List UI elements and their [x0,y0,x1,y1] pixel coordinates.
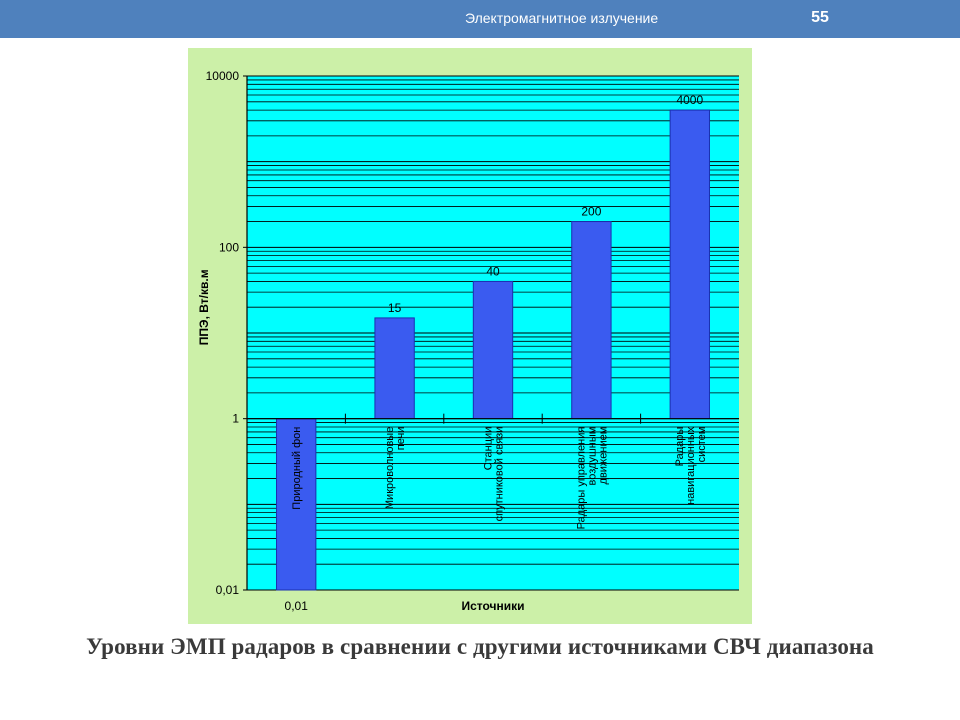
data-label: 200 [581,205,601,219]
bar [669,109,710,420]
labels: 0,01 1 100 10000 0,01 15 40 200 4000 Природный фо… [197,69,708,613]
slide-page-number: 55 [811,9,829,26]
category-label: Станции [483,427,495,471]
category-label: Микроволновые [384,427,396,509]
x-axis-title: Источники [461,599,524,613]
slide-caption: Уровни ЭМП радаров в сравнении с другими… [86,634,874,659]
category-label: Радары управления [575,427,587,530]
data-label: 0,01 [285,599,309,613]
y-tick-label: 10000 [206,69,240,83]
data-label: 4000 [676,93,703,107]
category-label: печи [395,427,407,451]
bar [571,221,612,420]
category-label: спутниковой связи [494,427,506,522]
bar [276,418,317,591]
chart-container: 0,01 1 100 10000 0,01 15 40 200 4000 Природный фо… [188,48,752,624]
category-label: движением [597,427,609,485]
y-axis-title: ППЭ, Вт/кв.м [197,269,211,345]
y-tick-label: 100 [219,240,239,254]
slide-title: Электромагнитное излучение [465,10,659,26]
y-tick-label: 1 [232,412,239,426]
axes [243,75,739,591]
category-label: воздушным [586,427,598,486]
bar [374,317,415,420]
category-label: систем [696,427,708,463]
slide-header: Электромагнитное излучение 55 [0,0,960,38]
data-label: 40 [486,264,500,278]
chart-svg: 0,01 1 100 10000 0,01 15 40 200 4000 Природный фо… [188,48,752,624]
category-label: Природный фон [291,427,303,510]
category-label: Радары [674,427,686,467]
bar [472,280,514,420]
y-tick-label: 0,01 [216,583,240,597]
data-label: 15 [388,301,402,315]
bars [276,109,710,591]
category-label: навигационных [685,426,697,505]
